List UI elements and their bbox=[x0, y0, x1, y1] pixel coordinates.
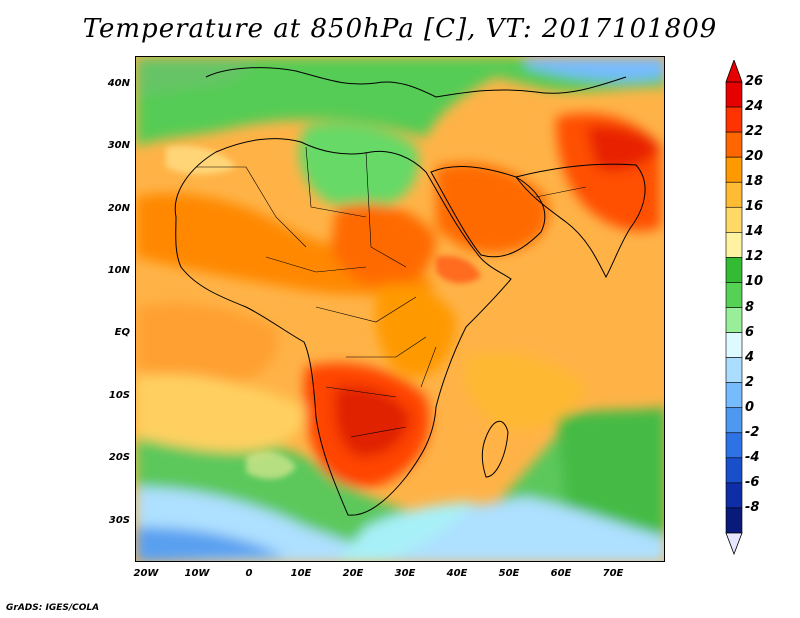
colorbar-label: 16 bbox=[745, 199, 764, 215]
colorbar-swatch bbox=[725, 282, 743, 308]
colorbar-swatch bbox=[725, 257, 743, 283]
colorbar-swatch bbox=[725, 181, 743, 208]
lat-tick-20n: 20N bbox=[107, 203, 130, 214]
colorbar-label: 0 bbox=[745, 399, 755, 415]
country-borders bbox=[196, 146, 587, 438]
colorbar-label: -4 bbox=[745, 449, 760, 465]
footer-credit: GrADS: IGES/COLA bbox=[6, 603, 100, 613]
colorbar-swatch bbox=[725, 482, 743, 509]
lat-tick-eq: EQ bbox=[114, 327, 130, 338]
colorbar-label: 4 bbox=[745, 349, 755, 365]
lon-tick-50e: 50E bbox=[498, 568, 520, 579]
lat-tick-30s: 30S bbox=[108, 515, 130, 526]
map-title: Temperature at 850hPa [C], VT: 201710180… bbox=[82, 14, 718, 44]
colorbar-label: 26 bbox=[745, 74, 764, 89]
colorbar-label: 8 bbox=[745, 299, 755, 315]
colorbar-swatch bbox=[725, 81, 743, 108]
colorbar-swatch bbox=[725, 106, 743, 133]
colorbar-swatch bbox=[725, 457, 743, 484]
temperature-field bbox=[136, 57, 664, 561]
colorbar-label: 22 bbox=[745, 124, 764, 140]
lon-tick-0: 0 bbox=[245, 568, 253, 579]
colorbar-label: 6 bbox=[745, 324, 755, 340]
lat-tick-30n: 30N bbox=[107, 140, 130, 151]
colorbar-swatch bbox=[725, 232, 743, 258]
coastlines bbox=[174, 67, 646, 516]
colorbar-swatch bbox=[725, 382, 743, 409]
colorbar-label: 14 bbox=[745, 224, 764, 240]
lon-tick-10e: 10E bbox=[290, 568, 312, 579]
lon-tick-40e: 40E bbox=[446, 568, 468, 579]
colorbar-top-arrow bbox=[725, 60, 743, 83]
lon-tick-20e: 20E bbox=[342, 568, 364, 579]
colorbar-label: 18 bbox=[745, 174, 764, 190]
lat-tick-20s: 20S bbox=[108, 452, 130, 463]
colorbar-label: -6 bbox=[745, 474, 760, 490]
lon-tick-20w: 20W bbox=[133, 568, 159, 579]
colorbar-label: -8 bbox=[745, 499, 760, 515]
map-panel bbox=[135, 56, 665, 562]
lat-tick-10s: 10S bbox=[108, 390, 130, 401]
lon-tick-10w: 10W bbox=[184, 568, 210, 579]
colorbar-swatch bbox=[725, 507, 743, 534]
colorbar bbox=[725, 60, 743, 555]
colorbar-swatch bbox=[725, 307, 743, 333]
colorbar-label: 12 bbox=[745, 249, 764, 265]
lon-tick-60e: 60E bbox=[550, 568, 572, 579]
colorbar-swatch bbox=[725, 156, 743, 183]
lon-tick-30e: 30E bbox=[394, 568, 416, 579]
colorbar-label: 20 bbox=[745, 149, 764, 165]
colorbar-swatch bbox=[725, 432, 743, 459]
colorbar-label: 10 bbox=[745, 274, 764, 290]
lat-tick-40n: 40N bbox=[107, 78, 130, 89]
colorbar-label: -2 bbox=[745, 424, 760, 440]
colorbar-swatch bbox=[725, 357, 743, 383]
colorbar-swatch bbox=[725, 332, 743, 358]
colorbar-bottom-arrow bbox=[725, 532, 743, 555]
colorbar-swatch bbox=[725, 131, 743, 158]
lat-tick-10n: 10N bbox=[107, 265, 130, 276]
temperature-map bbox=[136, 57, 664, 561]
lon-tick-70e: 70E bbox=[602, 568, 624, 579]
colorbar-label: 24 bbox=[745, 99, 764, 115]
colorbar-swatch bbox=[725, 206, 743, 233]
colorbar-label: 2 bbox=[745, 374, 755, 390]
colorbar-swatch bbox=[725, 407, 743, 434]
